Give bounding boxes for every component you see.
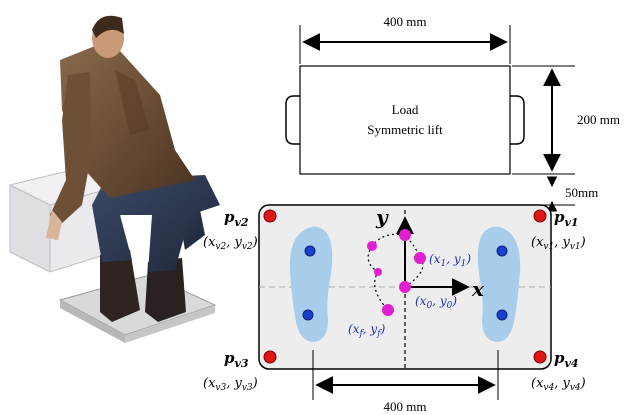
load-height-label: 200 mm xyxy=(577,112,620,127)
load-width-label: 400 mm xyxy=(384,14,427,29)
corner-dot-v3 xyxy=(263,350,277,364)
load-height-dimension: 200 mm xyxy=(512,65,620,175)
human-lifting-illustration xyxy=(8,15,220,343)
load-width-dimension: 400 mm xyxy=(299,14,511,64)
left-foot-shape xyxy=(289,226,333,342)
right-foot-front-dot xyxy=(496,245,508,257)
corner-label-v3: pv3 xyxy=(224,349,249,370)
left-foot-back-dot xyxy=(302,309,314,321)
corner-coord-v1: (xv1, yv1) xyxy=(531,235,586,252)
right-foot-back-dot xyxy=(496,309,508,321)
corner-dot-v2 xyxy=(263,209,277,223)
load-title-line2: Symmetric lift xyxy=(367,122,443,137)
corner-coord-v4: (xv4, yv4) xyxy=(531,376,586,393)
platform-width-dimension: 400 mm xyxy=(312,350,499,414)
corner-coord-v3: (xv3, yv3) xyxy=(203,376,258,393)
cop-point-1 xyxy=(414,252,426,264)
cop-label-1: (x1, y1) xyxy=(429,252,471,269)
load-box: Load Symmetric lift xyxy=(285,65,525,175)
corner-dot-v1 xyxy=(533,209,547,223)
load-title-line1: Load xyxy=(392,102,419,117)
left-foot-front-dot xyxy=(304,245,316,257)
cop-label-f: (xf, yf) xyxy=(348,322,386,339)
corner-label-v1: pv1 xyxy=(554,208,579,229)
force-platform: y x (x1, y1) (x0, y0) (xf, yf) pv2 (xv2,… xyxy=(203,204,586,393)
axis-y-label: y xyxy=(375,205,389,229)
cop-point-mid xyxy=(374,268,382,276)
axis-x-label: x xyxy=(471,277,485,301)
cop-point-0 xyxy=(399,281,411,293)
right-foot-shape xyxy=(477,226,521,342)
platform-width-label: 400 mm xyxy=(384,399,427,414)
gap-label: 50mm xyxy=(565,185,598,200)
corner-label-v2: pv2 xyxy=(224,208,249,229)
cop-point-left xyxy=(367,241,377,251)
corner-dot-v4 xyxy=(533,350,547,364)
cop-point-f xyxy=(382,304,394,316)
corner-coord-v2: (xv2, yv2) xyxy=(203,235,258,252)
cop-label-0: (x0, y0) xyxy=(415,294,457,311)
cop-point-top xyxy=(399,229,411,241)
corner-label-v4: pv4 xyxy=(554,349,579,370)
